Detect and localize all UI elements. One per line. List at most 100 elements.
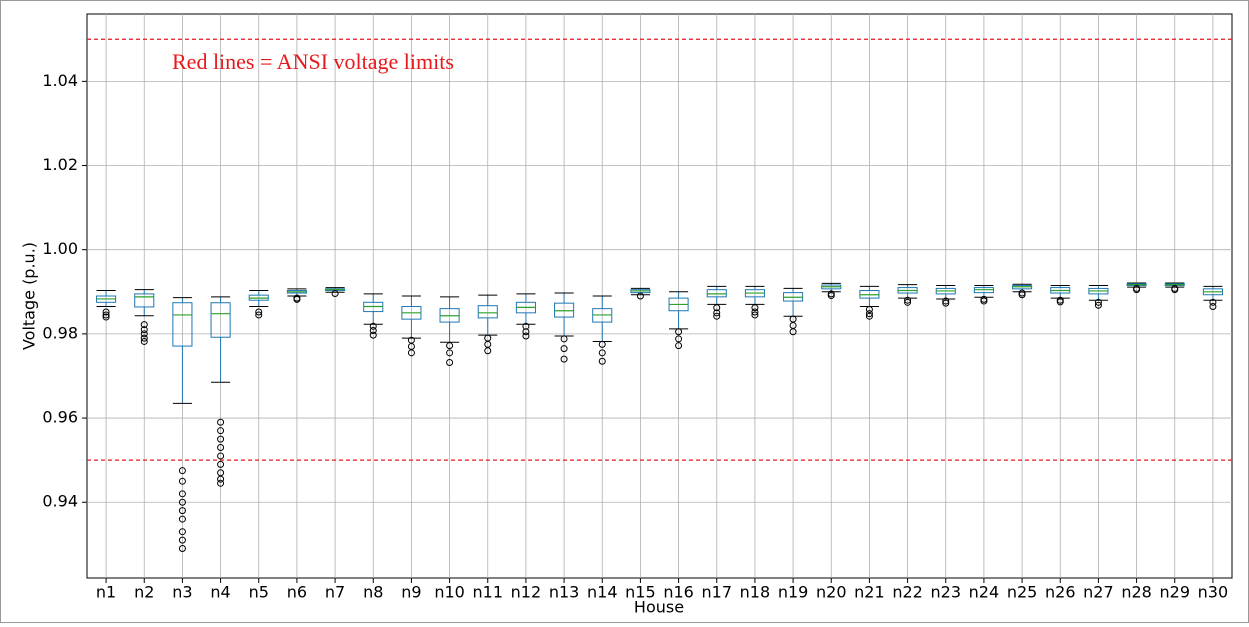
flier bbox=[217, 460, 225, 468]
flier bbox=[102, 308, 110, 316]
flier bbox=[598, 340, 606, 348]
flier bbox=[713, 309, 721, 317]
flier bbox=[217, 475, 225, 483]
x-tick-label: n27 bbox=[1083, 583, 1114, 602]
x-tick-label: n18 bbox=[740, 583, 771, 602]
flier bbox=[904, 296, 912, 304]
flier bbox=[751, 311, 759, 319]
flier bbox=[217, 479, 225, 487]
x-tick-label: n17 bbox=[702, 583, 733, 602]
flier bbox=[140, 330, 148, 338]
flier bbox=[178, 507, 186, 515]
x-tick-label: n30 bbox=[1198, 583, 1229, 602]
flier bbox=[484, 347, 492, 355]
x-tick-label: n9 bbox=[401, 583, 421, 602]
flier bbox=[255, 311, 263, 319]
flier bbox=[140, 334, 148, 342]
x-tick-label: n23 bbox=[931, 583, 962, 602]
x-tick-label: n20 bbox=[816, 583, 847, 602]
flier bbox=[522, 328, 530, 336]
flier bbox=[217, 452, 225, 460]
x-tick-label: n19 bbox=[778, 583, 809, 602]
flier bbox=[407, 349, 415, 357]
x-tick-label: n7 bbox=[325, 583, 345, 602]
flier bbox=[255, 308, 263, 316]
x-tick-label: n4 bbox=[210, 583, 230, 602]
flier bbox=[636, 292, 644, 300]
x-tick-label: n3 bbox=[172, 583, 192, 602]
flier bbox=[217, 444, 225, 452]
flier bbox=[751, 308, 759, 316]
flier bbox=[865, 305, 873, 313]
flier bbox=[675, 335, 683, 343]
flier bbox=[178, 545, 186, 553]
flier bbox=[140, 326, 148, 334]
flier bbox=[865, 312, 873, 320]
x-tick-label: n8 bbox=[363, 583, 383, 602]
flier bbox=[178, 536, 186, 544]
flier bbox=[560, 335, 568, 343]
flier bbox=[140, 321, 148, 329]
x-tick-label: n29 bbox=[1160, 583, 1191, 602]
x-tick-label: n26 bbox=[1045, 583, 1076, 602]
flier bbox=[1018, 291, 1026, 299]
box bbox=[172, 302, 193, 347]
flier bbox=[369, 331, 377, 339]
x-tick-label: n21 bbox=[854, 583, 885, 602]
box bbox=[554, 302, 575, 318]
flier bbox=[178, 528, 186, 536]
flier bbox=[522, 322, 530, 330]
y-tick-label: 1.00 bbox=[42, 239, 78, 258]
flier bbox=[827, 292, 835, 300]
y-tick-label: 0.96 bbox=[42, 408, 78, 427]
flier bbox=[1133, 286, 1141, 294]
flier bbox=[751, 304, 759, 312]
flier bbox=[178, 490, 186, 498]
x-tick-label: n6 bbox=[287, 583, 307, 602]
flier bbox=[102, 313, 110, 321]
y-tick-label: 0.94 bbox=[42, 492, 78, 511]
box bbox=[134, 293, 155, 308]
flier bbox=[675, 342, 683, 350]
flier bbox=[942, 297, 950, 305]
x-tick-label: n22 bbox=[892, 583, 923, 602]
flier bbox=[598, 349, 606, 357]
flier bbox=[942, 299, 950, 307]
x-tick-label: n25 bbox=[1007, 583, 1038, 602]
flier bbox=[217, 418, 225, 426]
flier bbox=[980, 297, 988, 305]
flier bbox=[522, 332, 530, 340]
flier bbox=[369, 322, 377, 330]
flier bbox=[789, 328, 797, 336]
flier bbox=[560, 345, 568, 353]
plot-area bbox=[86, 13, 1233, 579]
flier bbox=[217, 435, 225, 443]
x-tick-label: n13 bbox=[549, 583, 580, 602]
flier bbox=[102, 311, 110, 319]
x-tick-label: n12 bbox=[511, 583, 542, 602]
flier bbox=[1209, 298, 1217, 306]
x-tick-label: n11 bbox=[473, 583, 504, 602]
flier bbox=[446, 359, 454, 367]
flier bbox=[178, 515, 186, 523]
x-axis-label: House bbox=[634, 598, 684, 617]
flier bbox=[713, 312, 721, 320]
flier bbox=[1171, 286, 1179, 294]
box bbox=[477, 305, 498, 319]
annotation: Red lines = ANSI voltage limits bbox=[172, 49, 454, 74]
x-tick-label: n5 bbox=[249, 583, 269, 602]
flier bbox=[140, 337, 148, 345]
flier bbox=[446, 342, 454, 350]
flier bbox=[369, 327, 377, 335]
x-tick-label: n14 bbox=[587, 583, 618, 602]
flier bbox=[904, 298, 912, 306]
y-tick-label: 1.02 bbox=[42, 155, 78, 174]
x-tick-label: n24 bbox=[969, 583, 1000, 602]
flier bbox=[1094, 298, 1102, 306]
y-tick-label: 1.04 bbox=[42, 71, 78, 90]
flier bbox=[293, 295, 301, 303]
flier bbox=[217, 427, 225, 435]
x-tick-label: n15 bbox=[625, 583, 656, 602]
x-tick-label: n10 bbox=[434, 583, 465, 602]
flier bbox=[178, 498, 186, 506]
